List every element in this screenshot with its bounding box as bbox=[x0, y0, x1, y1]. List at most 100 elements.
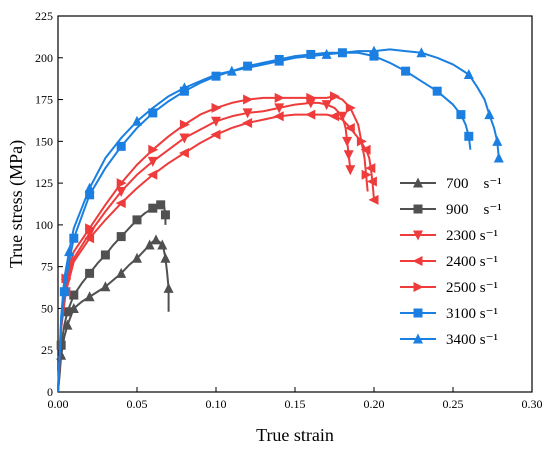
data-point bbox=[156, 200, 166, 210]
series-line bbox=[57, 101, 352, 393]
y-tick-label: 25 bbox=[41, 343, 53, 357]
legend-label: 3400 s⁻¹ bbox=[446, 332, 498, 348]
data-point bbox=[69, 290, 79, 300]
data-point bbox=[342, 136, 353, 147]
data-point bbox=[160, 252, 171, 263]
legend-item: 2400 s⁻¹ bbox=[400, 254, 498, 270]
y-tick-label: 75 bbox=[41, 260, 53, 274]
data-point bbox=[148, 144, 159, 155]
data-point bbox=[493, 152, 504, 163]
data-point bbox=[360, 144, 371, 155]
data-point bbox=[116, 186, 127, 197]
x-tick-label: 0.05 bbox=[127, 397, 148, 411]
x-tick-label: 0.10 bbox=[206, 397, 227, 411]
data-point bbox=[147, 156, 158, 167]
legend-label: 2300 s⁻¹ bbox=[446, 228, 498, 244]
legend-label: 700 s⁻¹ bbox=[446, 176, 502, 192]
legend-marker bbox=[413, 204, 423, 214]
data-point bbox=[160, 210, 170, 220]
data-point bbox=[369, 51, 379, 61]
data-point bbox=[132, 252, 142, 263]
legend-item: 3100 s⁻¹ bbox=[400, 306, 498, 322]
data-point bbox=[321, 48, 332, 59]
data-point bbox=[343, 150, 354, 161]
data-point bbox=[274, 92, 285, 103]
y-tick-label: 175 bbox=[35, 93, 53, 107]
data-point bbox=[456, 110, 466, 120]
legend-item: 2500 s⁻¹ bbox=[400, 280, 498, 296]
data-point bbox=[369, 45, 379, 56]
data-point bbox=[242, 117, 253, 128]
legend-item: 3400 s⁻¹ bbox=[400, 332, 498, 348]
data-point bbox=[69, 233, 79, 243]
legend-item: 700 s⁻¹ bbox=[400, 176, 502, 192]
data-point bbox=[337, 111, 348, 122]
data-point bbox=[85, 268, 95, 278]
legend-marker bbox=[413, 282, 424, 292]
legend-marker bbox=[413, 230, 423, 241]
series-3400 bbox=[57, 45, 504, 393]
series-line bbox=[57, 238, 170, 393]
data-point bbox=[62, 307, 72, 317]
y-tick-label: 125 bbox=[35, 176, 53, 190]
data-point bbox=[306, 92, 317, 103]
y-tick-label: 50 bbox=[41, 301, 53, 315]
legend-marker bbox=[413, 177, 423, 188]
y-tick-label: 100 bbox=[35, 218, 53, 232]
data-point bbox=[179, 82, 190, 93]
legend-label: 900 s⁻¹ bbox=[446, 202, 502, 218]
data-point bbox=[84, 233, 95, 244]
data-point bbox=[150, 234, 161, 245]
data-point bbox=[329, 111, 339, 122]
legend-item: 2300 s⁻¹ bbox=[400, 228, 498, 244]
data-point bbox=[64, 246, 75, 257]
y-axis-title: True stress (MPa) bbox=[6, 140, 27, 268]
data-point bbox=[116, 178, 127, 189]
data-point bbox=[368, 194, 379, 205]
series-2500 bbox=[57, 91, 372, 393]
data-point bbox=[345, 165, 356, 176]
data-point bbox=[305, 109, 316, 120]
data-point bbox=[147, 169, 158, 180]
data-point bbox=[148, 203, 158, 213]
x-axis-title: True strain bbox=[256, 425, 334, 445]
data-point bbox=[148, 108, 158, 118]
data-point bbox=[144, 239, 155, 250]
series-2300 bbox=[57, 98, 356, 393]
y-tick-label: 0 bbox=[47, 385, 53, 399]
data-point bbox=[115, 198, 126, 209]
data-point bbox=[85, 223, 96, 234]
data-point bbox=[163, 282, 174, 293]
data-point bbox=[344, 122, 355, 133]
data-point bbox=[274, 55, 285, 66]
x-tick-label: 0.30 bbox=[522, 397, 543, 411]
data-point bbox=[243, 61, 253, 71]
data-point bbox=[211, 71, 221, 81]
legend-marker bbox=[412, 256, 423, 266]
legend-item: 900 s⁻¹ bbox=[400, 202, 502, 218]
data-point bbox=[59, 287, 69, 297]
data-point bbox=[84, 182, 95, 193]
data-point bbox=[157, 239, 168, 250]
series-line bbox=[57, 95, 369, 393]
data-point bbox=[492, 135, 503, 146]
legend-marker bbox=[413, 333, 423, 344]
legend-label: 3100 s⁻¹ bbox=[446, 306, 498, 322]
data-point bbox=[463, 68, 474, 79]
data-point bbox=[84, 291, 95, 302]
legend: 700 s⁻¹ 900 s⁻¹ 2300 s⁻¹ 2400 s⁻¹ 2500 s⁻¹ 31… bbox=[400, 176, 502, 348]
x-tick-label: 0.20 bbox=[364, 397, 385, 411]
data-point bbox=[85, 190, 95, 200]
legend-label: 2500 s⁻¹ bbox=[446, 280, 498, 296]
data-point bbox=[416, 47, 427, 58]
data-point bbox=[321, 100, 332, 111]
data-point bbox=[330, 91, 340, 102]
data-point bbox=[226, 65, 237, 76]
data-point bbox=[356, 136, 367, 147]
data-point bbox=[345, 102, 356, 113]
data-point bbox=[243, 94, 254, 105]
y-tick-label: 150 bbox=[35, 134, 53, 148]
data-point bbox=[306, 49, 316, 59]
data-point bbox=[179, 133, 190, 144]
